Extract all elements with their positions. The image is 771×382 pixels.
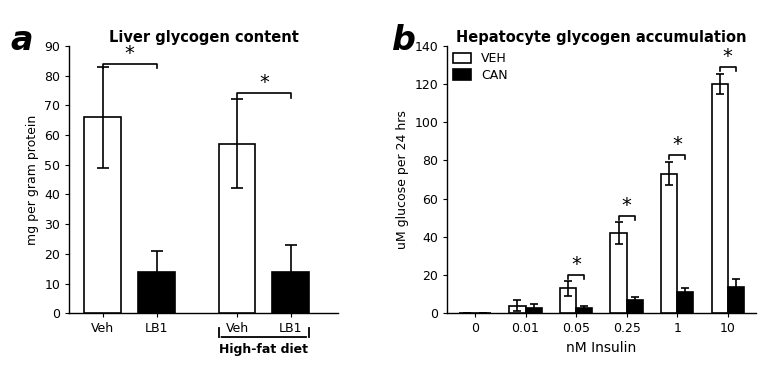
Bar — [611, 233, 627, 313]
Bar — [510, 306, 526, 313]
Bar — [712, 84, 728, 313]
Bar — [138, 272, 175, 313]
Text: *: * — [621, 196, 631, 215]
Bar — [728, 286, 744, 313]
Text: High-fat diet: High-fat diet — [219, 343, 308, 356]
Text: *: * — [723, 47, 732, 66]
Y-axis label: mg per gram protein: mg per gram protein — [25, 115, 39, 244]
Text: *: * — [259, 73, 269, 92]
Bar — [677, 292, 693, 313]
Bar — [627, 300, 643, 313]
Text: b: b — [392, 24, 416, 57]
Text: *: * — [571, 255, 581, 274]
Bar — [661, 174, 677, 313]
Bar — [272, 272, 309, 313]
Y-axis label: uM glucose per 24 hrs: uM glucose per 24 hrs — [396, 110, 409, 249]
Text: *: * — [672, 135, 682, 154]
Bar — [85, 117, 121, 313]
Bar — [576, 308, 592, 313]
Text: *: * — [125, 44, 135, 63]
Bar — [218, 144, 255, 313]
Bar — [526, 308, 542, 313]
Title: Hepatocyte glycogen accumulation: Hepatocyte glycogen accumulation — [456, 30, 746, 45]
X-axis label: nM Insulin: nM Insulin — [566, 341, 637, 355]
Text: a: a — [10, 24, 33, 57]
Title: Liver glycogen content: Liver glycogen content — [109, 30, 298, 45]
Bar — [560, 288, 576, 313]
Legend: VEH, CAN: VEH, CAN — [453, 52, 507, 82]
